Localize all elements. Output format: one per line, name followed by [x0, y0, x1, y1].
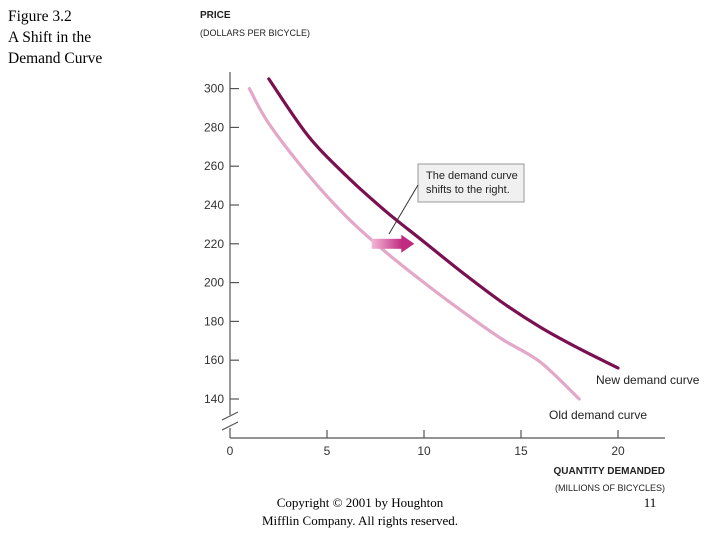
- y-ticks: 140 160 180 200 220 240 260 280 300: [204, 82, 239, 406]
- axis-break-icon: [221, 411, 239, 431]
- page-number: 11: [643, 495, 657, 510]
- new-demand-curve-label: New demand curve: [596, 373, 700, 387]
- figure-title-line-3: Demand Curve: [8, 50, 103, 67]
- x-axis-title: Quantity demanded: [554, 466, 665, 477]
- y-axis-title: Price: [200, 10, 231, 21]
- annotation-line-2: shifts to the right.: [426, 184, 510, 196]
- shift-arrow-icon: [371, 234, 415, 253]
- annotation-box: [417, 163, 525, 203]
- figure-title-line-2: A Shift in the: [8, 29, 92, 46]
- copyright-line-1: Copyright © 2001 by Houghton: [276, 495, 444, 510]
- new-demand-curve: [267, 77, 620, 370]
- x-tick-label: 5: [324, 444, 331, 458]
- figure-title-line-1: Figure 3.2: [8, 8, 72, 25]
- y-tick-label: 260: [204, 159, 224, 173]
- old-demand-curve-label: Old demand curve: [549, 408, 647, 422]
- y-axis-units: (Dollars per bicycle): [200, 28, 310, 38]
- annotation-leader-line: [388, 184, 419, 235]
- x-ticks: 0 5 10 15 20: [227, 430, 625, 458]
- annotation-line-1: The demand curve: [426, 170, 518, 182]
- x-tick-label: 0: [227, 444, 234, 458]
- y-tick-label: 140: [204, 392, 224, 406]
- y-tick-label: 180: [204, 314, 224, 328]
- shift-annotation: The demand curve shifts to the right.: [388, 163, 525, 235]
- y-tick-label: 240: [204, 198, 224, 212]
- x-axis-units: (Millions of bicycles): [555, 483, 665, 493]
- x-tick-label: 20: [611, 444, 625, 458]
- x-tick-label: 10: [417, 444, 431, 458]
- y-tick-label: 300: [204, 82, 224, 96]
- copyright-notice: Copyright © 2001 by Houghton Mifflin Com…: [240, 494, 480, 530]
- y-tick-label: 200: [204, 276, 224, 290]
- y-tick-label: 160: [204, 353, 224, 367]
- x-tick-label: 15: [514, 444, 528, 458]
- figure-title: Figure 3.2 A Shift in the Demand Curve: [8, 6, 158, 69]
- y-tick-label: 220: [204, 237, 224, 251]
- copyright-line-2: Mifflin Company. All rights reserved.: [261, 513, 459, 528]
- y-tick-label: 280: [204, 120, 224, 134]
- old-demand-curve: [247, 87, 581, 401]
